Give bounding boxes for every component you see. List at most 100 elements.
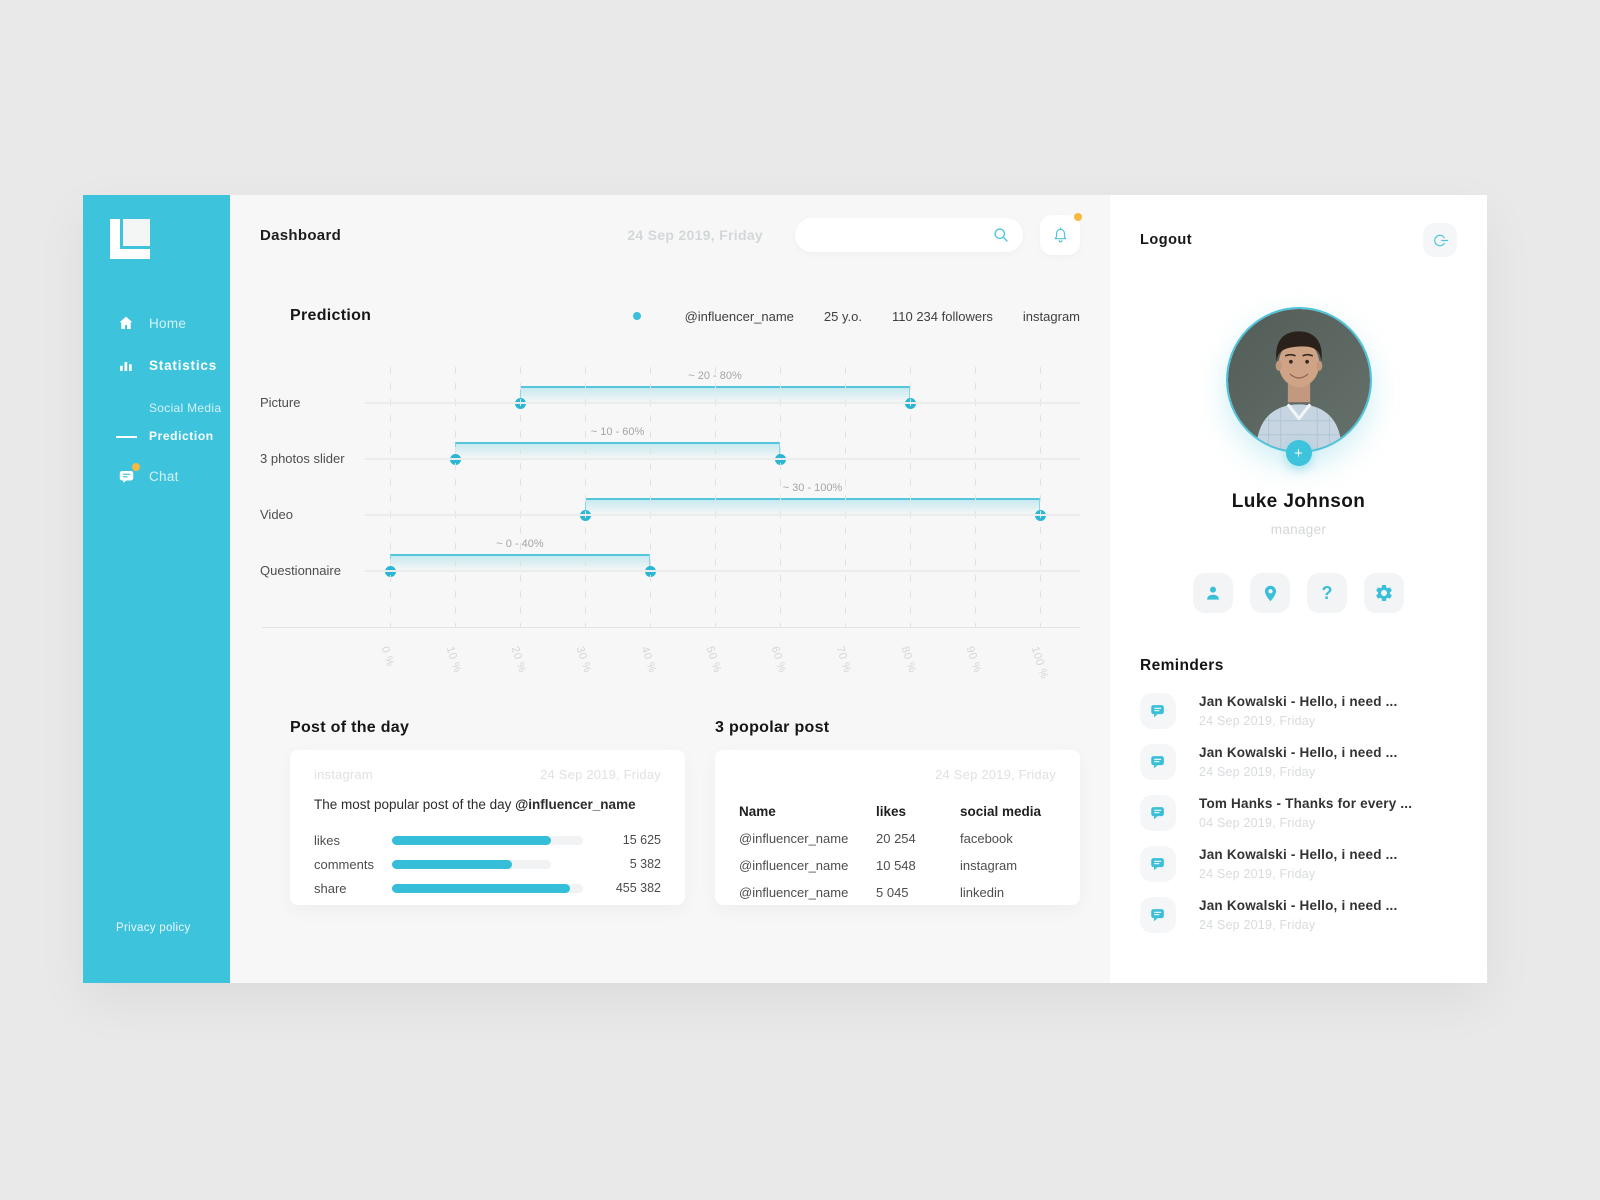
chart-category-label: Questionnaire (260, 563, 341, 578)
message-icon (1140, 744, 1176, 780)
chart-gridline (975, 367, 976, 627)
cell-likes: 20 254 (876, 831, 916, 846)
chat-icon (116, 463, 140, 486)
post-of-the-day-title: Post of the day (290, 719, 410, 736)
page-title: Dashboard (260, 226, 342, 244)
post-date: 24 Sep 2019, Friday (540, 767, 661, 782)
question-mark-icon: ? (1321, 582, 1333, 603)
chart-axis-line (262, 627, 1080, 628)
cell-social-media: instagram (960, 858, 1018, 873)
reminder-item[interactable]: Jan Kowalski - Hello, i need ... 24 Sep 2… (1140, 744, 1457, 780)
chart-axis-tick-label: 30 % (573, 645, 594, 675)
chart-row-line (365, 402, 1080, 404)
bell-icon (1054, 226, 1066, 242)
post-stat-bar (392, 859, 583, 869)
column-header-name: Name (739, 804, 776, 819)
reminder-item[interactable]: Tom Hanks - Thanks for every ... 04 Sep 2… (1140, 795, 1457, 831)
prediction-header: Prediction @influencer_name 25 y.o. 110 … (260, 307, 1080, 325)
post-stat-label: comments (314, 856, 374, 872)
message-icon (1140, 693, 1176, 729)
settings-button[interactable] (1364, 573, 1404, 613)
chart-axis-tick-label: 0 % (378, 645, 397, 669)
chart-gridline (650, 367, 651, 627)
chart-range-bar[interactable] (585, 498, 1040, 514)
notifications-button[interactable] (1040, 213, 1082, 255)
reminder-date: 04 Sep 2019, Friday (1199, 816, 1316, 830)
post-stat-row: comments 5 382 (314, 852, 661, 876)
reminder-item[interactable]: Jan Kowalski - Hello, i need ... 24 Sep 2… (1140, 693, 1457, 729)
message-icon (1140, 795, 1176, 831)
reminder-texts: Tom Hanks - Thanks for every ... 04 Sep 2… (1199, 795, 1412, 831)
sidebar-item-prediction[interactable]: Prediction (83, 428, 230, 444)
chart-range-bar[interactable] (455, 442, 780, 458)
post-stat-label: share (314, 880, 347, 896)
help-button[interactable]: ? (1307, 573, 1347, 613)
post-description-text: The most popular post of the day (314, 797, 516, 812)
avatar-photo (1225, 307, 1372, 453)
reminder-date: 24 Sep 2019, Friday (1199, 714, 1316, 728)
chart-axis-tick-label: 40 % (638, 645, 659, 675)
chart-legend: @influencer_name 25 y.o. 110 234 followe… (632, 308, 1080, 324)
profile-panel-header: Logout (1140, 223, 1457, 257)
profile-user-button[interactable] (1193, 573, 1233, 613)
reminder-texts: Jan Kowalski - Hello, i need ... 24 Sep 2… (1199, 744, 1397, 780)
avatar[interactable]: + (1225, 307, 1372, 466)
sidebar-item-label: Chat (149, 468, 179, 484)
main-header: Dashboard 24 Sep 2019, Friday (260, 213, 1082, 255)
reminder-texts: Jan Kowalski - Hello, i need ... 24 Sep 2… (1199, 897, 1397, 933)
legend-followers: 110 234 followers (891, 308, 993, 324)
profile-panel: Logout (1110, 195, 1487, 983)
card-meta: 24 Sep 2019, Friday (739, 767, 1056, 782)
search-icon[interactable] (991, 225, 1011, 245)
search-input[interactable] (795, 218, 1023, 252)
add-photo-button[interactable]: + (1285, 440, 1312, 466)
cell-name: @influencer_name (739, 858, 849, 873)
post-stat-fill (392, 883, 570, 893)
chart-axis-tick-label: 100 % (1028, 645, 1051, 681)
sidebar-item-label: Prediction (149, 429, 214, 443)
location-button[interactable] (1250, 573, 1290, 613)
column-header-likes: likes (876, 804, 907, 819)
post-stat-value: 15 625 (622, 833, 661, 847)
post-stat-fill (392, 835, 551, 845)
post-network-label: instagram (314, 767, 373, 782)
chart-row-line (365, 570, 1080, 572)
table-row: @influencer_name 20 254 facebook (739, 825, 1056, 852)
cell-likes: 5 045 (876, 885, 909, 900)
home-icon (116, 313, 136, 333)
notification-badge (1074, 213, 1082, 221)
post-of-the-day-card: instagram 24 Sep 2019, Friday The most p… (290, 750, 685, 905)
app-window: Home Statistics Social Media Prediction (83, 195, 1487, 983)
app-logo[interactable] (110, 219, 150, 259)
post-stat-bar (392, 883, 583, 893)
reminder-title: Jan Kowalski - Hello, i need ... (1199, 694, 1398, 709)
bar-chart-icon (116, 355, 136, 375)
reminder-item[interactable]: Jan Kowalski - Hello, i need ... 24 Sep 2… (1140, 846, 1457, 882)
logout-label[interactable]: Logout (1140, 232, 1193, 248)
sidebar-item-label: Home (149, 315, 187, 331)
chart-gridline (455, 367, 456, 627)
chart-category-label: 3 photos slider (260, 451, 345, 466)
sidebar-nav: Home Statistics Social Media Prediction (83, 195, 230, 486)
card-meta: instagram 24 Sep 2019, Friday (314, 767, 661, 782)
reminder-date: 24 Sep 2019, Friday (1199, 765, 1316, 779)
sidebar-item-statistics[interactable]: Statistics (83, 355, 230, 375)
profile-actions: ? (1140, 573, 1457, 613)
legend-dot (632, 312, 641, 320)
chart-axis-tick-label: 20 % (508, 645, 529, 675)
post-of-the-day-section: Post of the day instagram 24 Sep 2019, F… (290, 719, 685, 905)
legend-influencer-handle: @influencer_name (684, 308, 794, 324)
sidebar-item-social-media[interactable]: Social Media (83, 400, 230, 416)
chart-axis-tick-label: 80 % (898, 645, 919, 675)
post-stat-row: share 455 382 (314, 876, 661, 900)
search-bar (795, 218, 1023, 252)
sidebar-item-chat[interactable]: Chat (83, 463, 230, 486)
privacy-policy-link[interactable]: Privacy policy (116, 922, 191, 934)
popular-posts-section: 3 popolar post 24 Sep 2019, Friday Name … (715, 719, 1080, 905)
reminder-texts: Jan Kowalski - Hello, i need ... 24 Sep 2… (1199, 846, 1397, 882)
table-header-row: Name likes social media (739, 798, 1056, 825)
logout-button[interactable] (1423, 223, 1457, 257)
reminder-item[interactable]: Jan Kowalski - Hello, i need ... 24 Sep 2… (1140, 897, 1457, 933)
sidebar-item-home[interactable]: Home (83, 313, 230, 333)
profile-name: Luke Johnson (1231, 491, 1366, 512)
